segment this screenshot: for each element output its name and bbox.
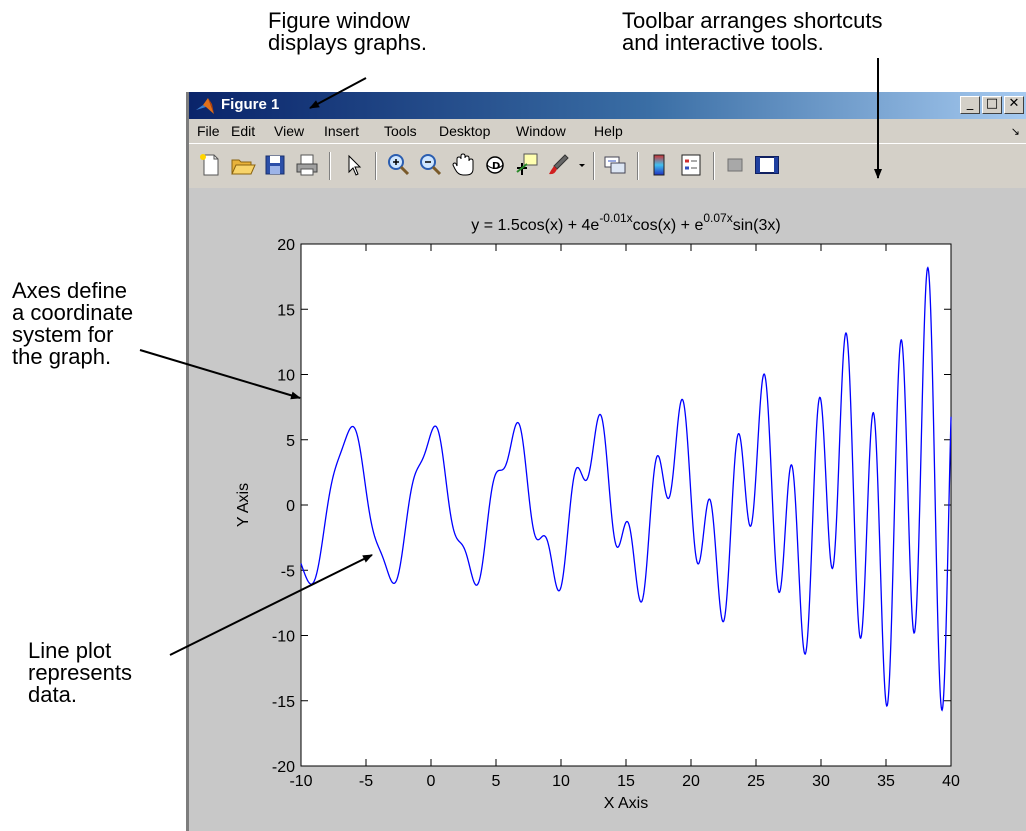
x-tick-label: 5 — [492, 773, 501, 790]
x-tick-label: 15 — [617, 773, 635, 790]
menu-window[interactable]: Window — [516, 123, 566, 139]
chart-title-exponent: 0.07x — [703, 211, 732, 225]
y-tick-label: -10 — [272, 629, 295, 646]
y-tick-label: 15 — [277, 302, 295, 319]
window-title: Figure 1 — [221, 96, 280, 113]
menu-insert[interactable]: Insert — [324, 123, 360, 139]
x-tick-label: 35 — [877, 773, 895, 790]
menu-bar: File Edit View Insert Tools Desktop Wind… — [189, 119, 1026, 143]
chart-title-part: sin(3x) — [733, 217, 781, 234]
title-bar[interactable]: Figure 1 _ □ ✕ — [189, 92, 1026, 119]
y-tick-label: -20 — [272, 759, 295, 776]
new-figure-icon[interactable] — [197, 152, 225, 178]
menu-help[interactable]: Help — [594, 123, 623, 139]
y-axis-label: Y Axis — [235, 483, 252, 527]
menu-desktop[interactable]: Desktop — [439, 123, 491, 139]
hide-plot-tools-icon[interactable] — [721, 152, 749, 178]
x-tick-label: 20 — [682, 773, 700, 790]
minimize-button[interactable]: _ — [960, 96, 980, 114]
close-button[interactable]: ✕ — [1004, 96, 1024, 114]
toolbar-callout: Toolbar arranges shortcuts and interacti… — [622, 8, 883, 55]
y-tick-label: 5 — [286, 433, 295, 450]
y-tick-label: -15 — [272, 694, 295, 711]
figure-window-callout: Figure window displays graphs. — [268, 8, 427, 55]
x-tick-label: 30 — [812, 773, 830, 790]
axes-callout: Axes define a coordinate system for the … — [12, 278, 134, 369]
brush-icon[interactable] — [545, 152, 573, 178]
rotate-3d-icon[interactable]: D — [481, 152, 509, 178]
x-tick-label: 10 — [552, 773, 570, 790]
figure-toolbar: D — [189, 143, 1026, 189]
dock-arrow-icon[interactable]: ↘ — [1010, 126, 1020, 138]
menu-edit[interactable]: Edit — [231, 123, 256, 139]
y-tick-label: -5 — [281, 563, 295, 580]
chart-title: y = 1.5cos(x) + 4e-0.01xcos(x) + e0.07xs… — [471, 211, 780, 234]
edit-plot-arrow-icon[interactable] — [339, 152, 367, 178]
brush-dropdown-arrow-icon[interactable] — [575, 152, 589, 178]
toolbar-separator — [637, 152, 639, 180]
toolbar-separator — [329, 152, 331, 180]
pan-hand-icon[interactable] — [449, 152, 477, 178]
link-plot-icon[interactable] — [601, 152, 629, 178]
legend-icon[interactable] — [677, 152, 705, 178]
x-tick-label: 25 — [747, 773, 765, 790]
print-icon[interactable] — [293, 152, 321, 178]
zoom-in-icon[interactable] — [385, 152, 413, 178]
toolbar-separator — [593, 152, 595, 180]
data-line[interactable] — [300, 266, 952, 712]
chart-title-part: y = 1.5cos(x) + 4e — [471, 217, 599, 234]
data-cursor-icon[interactable] — [513, 152, 541, 178]
chart-title-exponent: -0.01x — [599, 211, 632, 225]
menu-file[interactable]: File — [197, 123, 220, 139]
zoom-out-icon[interactable] — [417, 152, 445, 178]
menu-view[interactable]: View — [274, 123, 305, 139]
y-tick-label: 0 — [286, 498, 295, 515]
save-icon[interactable] — [261, 152, 289, 178]
menu-tools[interactable]: Tools — [384, 123, 417, 139]
x-tick-label: -5 — [359, 773, 373, 790]
maximize-button[interactable]: □ — [982, 96, 1002, 114]
y-tick-label: 10 — [277, 368, 295, 385]
line-chart: y = 1.5cos(x) + 4e-0.01xcos(x) + e0.07xs… — [235, 211, 960, 812]
open-file-icon[interactable] — [229, 152, 257, 178]
x-tick-label: -10 — [289, 773, 312, 790]
colorbar-icon[interactable] — [645, 152, 673, 178]
y-tick-label: 20 — [277, 237, 295, 254]
chart-title-part: cos(x) + e — [633, 217, 704, 234]
line-plot-callout: Line plot represents data. — [28, 638, 132, 707]
x-tick-label: 0 — [427, 773, 436, 790]
toolbar-separator — [375, 152, 377, 180]
show-plot-tools-icon[interactable] — [753, 152, 781, 178]
matlab-logo-icon — [196, 98, 214, 114]
toolbar-separator — [713, 152, 715, 180]
svg-text:D: D — [492, 161, 500, 172]
x-axis-label: X Axis — [604, 795, 648, 812]
x-tick-label: 40 — [942, 773, 960, 790]
